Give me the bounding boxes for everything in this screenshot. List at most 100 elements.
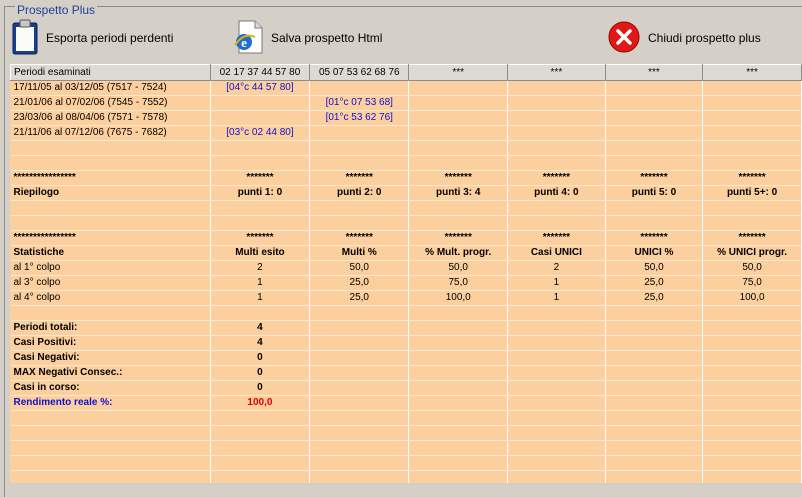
totals-row: Casi Negativi: 0 xyxy=(10,350,802,366)
stats-cell: 1 xyxy=(507,275,606,291)
totals-label: Casi Positivi: xyxy=(10,335,211,351)
empty-row xyxy=(10,440,802,456)
hit-cell: [03°c 02 44 80] xyxy=(210,125,311,141)
riepilogo-cell: punti 3: 4 xyxy=(408,185,508,201)
header-cell-combo-2[interactable]: 05 07 53 62 68 76 xyxy=(309,64,410,81)
hit-cell: [01°c 53 62 76] xyxy=(309,110,410,126)
hit-cell: [01°c 07 53 68] xyxy=(309,95,410,111)
grid-header-row: Periodi esaminati 02 17 37 44 57 80 05 0… xyxy=(10,64,802,81)
stats-cell: 2 xyxy=(210,260,311,276)
riepilogo-cell: punti 1: 0 xyxy=(210,185,311,201)
stats-cell: 100,0 xyxy=(702,290,802,306)
rendimento-value: 100,0 xyxy=(210,395,311,411)
header-cell-periods[interactable]: Periodi esaminati xyxy=(10,64,211,81)
riepilogo-cell: punti 4: 0 xyxy=(507,185,606,201)
stats-cell: 1 xyxy=(210,275,311,291)
totals-label: Casi Negativi: xyxy=(10,350,211,366)
separator-cell: ******* xyxy=(702,230,802,246)
separator-cell: ******* xyxy=(309,230,410,246)
separator-cell: ******* xyxy=(507,170,606,186)
stats-header-cell: Casi UNICI xyxy=(507,245,606,261)
empty-row xyxy=(10,470,802,483)
header-cell-combo-4[interactable]: *** xyxy=(507,64,606,81)
save-label: Salva prospetto Html xyxy=(271,31,383,45)
stats-cell: 1 xyxy=(210,290,311,306)
stats-cell: 75,0 xyxy=(702,275,802,291)
period-cell: 21/01/06 al 07/02/06 (7545 - 7552) xyxy=(10,95,211,111)
empty-row xyxy=(10,455,802,471)
period-cell: 17/11/05 al 03/12/05 (7517 - 7524) xyxy=(10,80,211,96)
totals-row: Periodi totali: 4 xyxy=(10,320,802,336)
stats-row: al 3° colpo 1 25,0 75,0 1 25,0 75,0 xyxy=(10,275,802,291)
hit-cell xyxy=(309,125,410,141)
stats-header-row: Statistiche Multi esito Multi % % Mult. … xyxy=(10,245,802,261)
period-row: 21/01/06 al 07/02/06 (7545 - 7552) [01°c… xyxy=(10,95,802,111)
stats-cell: 50,0 xyxy=(702,260,802,276)
results-grid[interactable]: Periodi esaminati 02 17 37 44 57 80 05 0… xyxy=(10,64,802,483)
header-cell-combo-1[interactable]: 02 17 37 44 57 80 xyxy=(209,64,311,81)
period-row: 17/11/05 al 03/12/05 (7517 - 7524) [04°c… xyxy=(10,80,802,96)
rendimento-label: Rendimento reale %: xyxy=(10,395,211,411)
export-losing-periods-button[interactable]: Esporta periodi perdenti xyxy=(12,18,173,58)
stats-header-cell: Statistiche xyxy=(10,245,211,261)
header-cell-combo-5[interactable]: *** xyxy=(604,64,704,81)
header-cell-combo-3[interactable]: *** xyxy=(408,64,508,81)
separator-row: **************** ******* ******* *******… xyxy=(10,230,802,246)
separator-cell: ******* xyxy=(210,230,311,246)
riepilogo-cell: punti 5+: 0 xyxy=(702,185,802,201)
results-table: Periodi esaminati 02 17 37 44 57 80 05 0… xyxy=(10,64,802,483)
separator-row: **************** ******* ******* *******… xyxy=(10,170,802,186)
save-html-button[interactable]: e Salva prospetto Html xyxy=(233,18,382,58)
totals-label: Casi in corso: xyxy=(10,380,211,396)
separator-cell: **************** xyxy=(10,170,211,186)
separator-cell: ******* xyxy=(702,170,802,186)
prospetto-plus-group: Prospetto Plus xyxy=(4,4,802,497)
stats-header-cell: % Mult. progr. xyxy=(408,245,508,261)
header-cell-combo-6[interactable]: *** xyxy=(702,64,802,81)
stats-header-cell: UNICI % xyxy=(605,245,704,261)
totals-row: Casi Positivi: 4 xyxy=(10,335,802,351)
stats-row: al 1° colpo 2 50,0 50,0 2 50,0 50,0 xyxy=(10,260,802,276)
stats-cell: 25,0 xyxy=(605,275,704,291)
hit-cell: [04°c 44 57 80] xyxy=(210,80,311,96)
empty-row xyxy=(10,155,802,171)
stats-header-cell: % UNICI progr. xyxy=(702,245,802,261)
totals-value: 0 xyxy=(210,365,311,381)
totals-row: Casi in corso: 0 xyxy=(10,380,802,396)
separator-cell: ******* xyxy=(309,170,410,186)
stats-cell: 50,0 xyxy=(309,260,410,276)
totals-value: 4 xyxy=(210,335,311,351)
separator-cell: ******* xyxy=(605,170,704,186)
separator-cell: **************** xyxy=(10,230,211,246)
stats-cell: 25,0 xyxy=(605,290,704,306)
svg-text:e: e xyxy=(241,35,247,50)
stats-row: al 4° colpo 1 25,0 100,0 1 25,0 100,0 xyxy=(10,290,802,306)
close-label: Chiudi prospetto plus xyxy=(648,31,761,45)
stats-cell: 75,0 xyxy=(408,275,508,291)
stats-cell: 50,0 xyxy=(605,260,704,276)
stats-cell: 25,0 xyxy=(309,275,410,291)
totals-row: MAX Negativi Consec.: 0 xyxy=(10,365,802,381)
period-cell: 23/03/06 al 08/04/06 (7571 - 7578) xyxy=(10,110,211,126)
separator-cell: ******* xyxy=(605,230,704,246)
separator-cell: ******* xyxy=(408,230,508,246)
totals-value: 0 xyxy=(210,380,311,396)
riepilogo-cell: punti 5: 0 xyxy=(605,185,704,201)
close-prospetto-button[interactable]: Chiudi prospetto plus xyxy=(608,18,761,58)
empty-row xyxy=(10,215,802,231)
stats-label: al 1° colpo xyxy=(10,260,211,276)
rendimento-row: Rendimento reale %: 100,0 xyxy=(10,395,802,411)
stats-cell: 100,0 xyxy=(408,290,508,306)
hit-cell xyxy=(210,110,311,126)
stats-label: al 4° colpo xyxy=(10,290,211,306)
riepilogo-cell: punti 2: 0 xyxy=(309,185,410,201)
period-cell: 21/11/06 al 07/12/06 (7675 - 7682) xyxy=(10,125,211,141)
stats-cell: 2 xyxy=(507,260,606,276)
export-label: Esporta periodi perdenti xyxy=(46,31,174,45)
empty-row xyxy=(10,200,802,216)
empty-row xyxy=(10,410,802,426)
empty-row xyxy=(10,425,802,441)
empty-row xyxy=(10,305,802,321)
separator-cell: ******* xyxy=(210,170,311,186)
internet-explorer-icon: e xyxy=(233,20,263,57)
